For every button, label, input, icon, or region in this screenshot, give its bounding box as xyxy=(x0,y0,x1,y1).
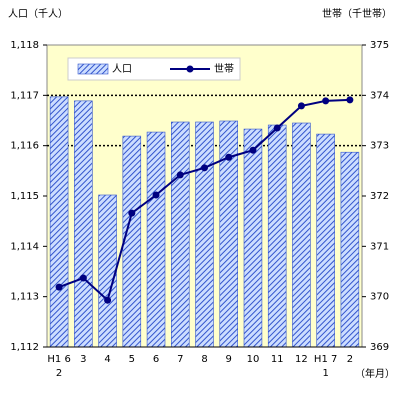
bar xyxy=(195,121,214,348)
x-tick-label: 7 xyxy=(177,354,183,365)
x-tick-label: 6 xyxy=(153,354,159,365)
x-tick-label: 4 xyxy=(104,354,110,365)
legend-swatch xyxy=(77,63,109,75)
y-tick-label: 1,117 xyxy=(10,90,39,101)
marker xyxy=(346,96,354,104)
marker xyxy=(152,191,160,199)
y-tick-label: 1,114 xyxy=(10,241,39,252)
bar xyxy=(171,121,190,348)
bar xyxy=(243,128,263,348)
x-axis-title: （年月） xyxy=(355,367,395,380)
y-tick-label: 1,113 xyxy=(10,292,39,303)
legend xyxy=(67,57,241,81)
marker xyxy=(297,102,305,110)
x-tick-label: 8 xyxy=(201,354,207,365)
marker xyxy=(104,296,112,304)
y-tick-label: 1,115 xyxy=(10,191,39,202)
y2-tick-label: 372 xyxy=(370,191,389,202)
x-tick-label: 3 xyxy=(80,354,86,365)
marker xyxy=(249,146,257,154)
x-tick-label: 2 xyxy=(347,354,353,365)
marker xyxy=(322,97,330,105)
y2-tick-label: 374 xyxy=(370,90,389,101)
x-tick-label: 9 xyxy=(226,354,232,365)
marker xyxy=(128,209,136,217)
y2-axis-title: 世帯（千世帯） xyxy=(322,7,392,20)
bar xyxy=(146,131,166,348)
y-tick-label: 1,118 xyxy=(10,40,39,51)
y-tick-label: 1,112 xyxy=(10,342,39,353)
y-tick-label: 1,116 xyxy=(10,141,39,152)
y2-tick-label: 371 xyxy=(370,241,389,252)
y-axis-title: 人口（千人） xyxy=(8,8,68,20)
y2-tick-label: 369 xyxy=(370,342,389,353)
y2-tick-label: 370 xyxy=(370,292,389,303)
marker xyxy=(79,274,87,282)
bar xyxy=(49,96,69,348)
bar xyxy=(316,133,335,348)
bar xyxy=(267,124,287,348)
legend-label: 世帯 xyxy=(214,62,234,75)
marker xyxy=(176,171,184,179)
x-tick-label: 12 xyxy=(295,354,308,365)
y2-tick-label: 375 xyxy=(370,40,389,51)
marker xyxy=(225,153,233,161)
x-tick-label: 5 xyxy=(129,354,135,365)
marker xyxy=(201,164,208,172)
marker xyxy=(55,283,63,291)
bar xyxy=(98,194,117,348)
legend-label: 人口 xyxy=(112,63,132,75)
bar xyxy=(340,151,360,348)
marker xyxy=(273,124,281,132)
y2-tick-label: 373 xyxy=(370,141,389,152)
legend-marker xyxy=(186,65,194,73)
x-tick-label: 10 xyxy=(247,354,260,365)
bar xyxy=(292,122,311,348)
bar xyxy=(122,135,142,348)
bar xyxy=(74,100,93,348)
x-tick-label: 11 xyxy=(271,354,284,365)
